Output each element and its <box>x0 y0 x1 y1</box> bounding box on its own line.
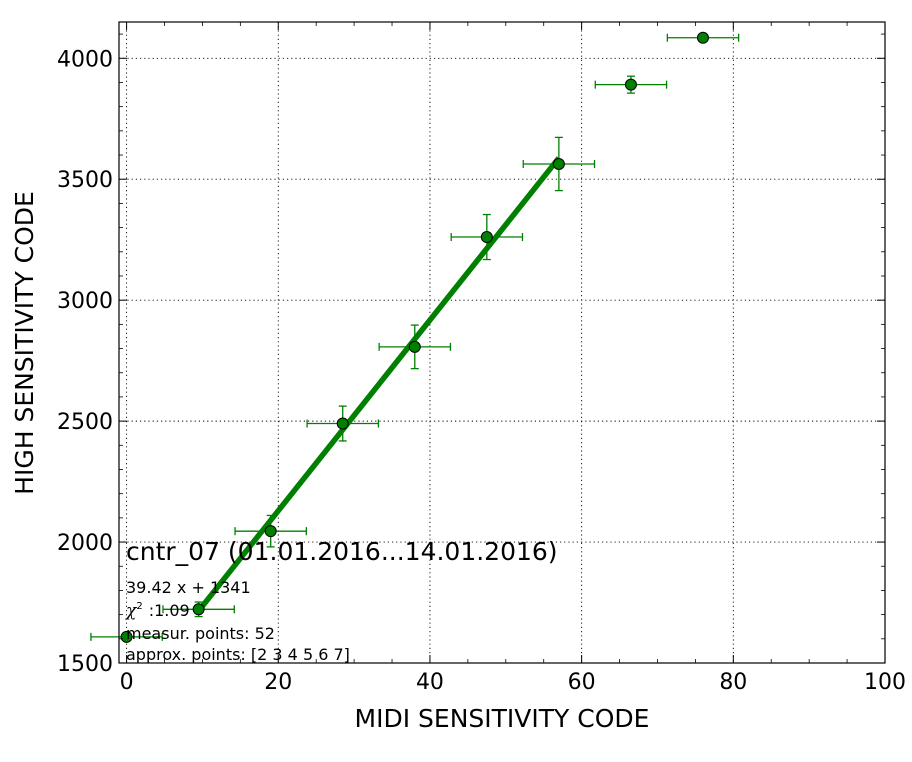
y-tick-label: 3000 <box>57 289 113 314</box>
x-tick-label: 20 <box>264 670 292 695</box>
annotation-title: cntr_07 (01.01.2016...14.01.2016) <box>126 537 558 566</box>
x-axis-title: MIDI SENSITIVITY CODE <box>355 704 650 733</box>
chi-value: :1.09 <box>149 601 190 620</box>
y-tick-label: 1500 <box>57 652 113 677</box>
approx-points: approx. points: [2 3 4 5 6 7] <box>126 645 350 664</box>
plot-frame <box>118 21 886 664</box>
data-point <box>666 31 740 44</box>
chi-symbol: χ <box>125 601 138 621</box>
data-point <box>594 75 668 94</box>
fit-equation: 39.42 x + 1341 <box>126 578 251 597</box>
x-tick-label: 60 <box>568 670 596 695</box>
data-point <box>162 601 235 618</box>
data-marker <box>336 417 349 430</box>
grid <box>119 22 885 663</box>
y-tick-label: 2500 <box>57 410 113 435</box>
data-point <box>306 405 380 442</box>
y-tick-label: 4000 <box>57 47 113 72</box>
chi-square-text: χ2 :1.09 <box>125 601 190 621</box>
y-tick-label: 3500 <box>57 168 113 193</box>
fit-layer <box>196 156 562 613</box>
data-marker <box>192 603 205 616</box>
fit-line <box>196 156 562 613</box>
measur-points: measur. points: 52 <box>126 624 275 643</box>
points-layer <box>90 31 740 643</box>
chi-superscript: 2 <box>136 601 142 612</box>
ticks-layer: 0 20 40 60 80 100 1500 2000 2500 3000 3500 4000 <box>57 22 906 695</box>
data-point <box>522 136 596 192</box>
x-tick-label: 100 <box>864 670 906 695</box>
data-marker <box>480 231 493 244</box>
data-point <box>90 630 163 643</box>
x-tick-label: 40 <box>416 670 444 695</box>
y-axis-title: HIGH SENSITIVITY CODE <box>10 191 39 495</box>
data-marker <box>624 78 637 91</box>
x-tick-label: 80 <box>719 670 747 695</box>
x-tick-label: 0 <box>120 670 134 695</box>
y-tick-label: 2000 <box>57 531 113 556</box>
data-point <box>378 324 452 370</box>
data-point <box>450 213 524 261</box>
data-marker <box>120 630 133 643</box>
data-marker <box>552 157 565 170</box>
data-marker <box>696 31 709 44</box>
data-point <box>234 514 307 548</box>
data-marker <box>264 525 277 538</box>
data-marker <box>408 340 421 353</box>
